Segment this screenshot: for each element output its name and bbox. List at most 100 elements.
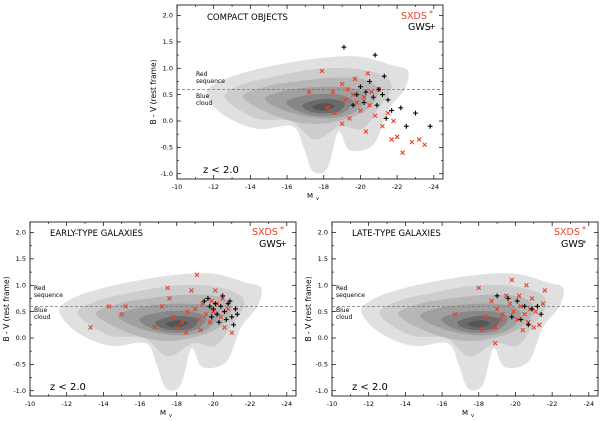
x-axis-label: M — [307, 192, 313, 200]
sxds-point — [529, 296, 535, 301]
marker-stroke — [480, 327, 485, 333]
gws-point — [354, 92, 360, 98]
gws-point — [385, 97, 391, 103]
region-label-sequence: sequence — [196, 78, 225, 85]
sxds-point — [354, 100, 360, 105]
marker-stroke — [391, 118, 396, 124]
marker-stroke — [194, 272, 200, 278]
marker-stroke — [542, 288, 548, 293]
x-axis-label: M — [462, 409, 468, 417]
marker-stroke — [422, 142, 428, 148]
gws-point — [389, 108, 395, 113]
y-tick-label: 1.5 — [16, 255, 26, 263]
gws-point — [538, 311, 544, 317]
sxds-point — [325, 105, 330, 111]
sxds-point — [363, 129, 369, 134]
sxds-point — [203, 311, 209, 317]
x-tick-label: -12 — [363, 400, 374, 408]
marker-stroke — [106, 303, 112, 309]
marker-stroke — [365, 71, 371, 76]
x-tick-label: -14 — [400, 400, 411, 408]
panel-early-type-galaxies: -10 -12 -14 -16 -18 -20 -22 -24 -1.0 -0.5 0.0 0.5 1.… — [2, 221, 297, 419]
gws-point — [380, 92, 385, 98]
sxds-point — [183, 330, 189, 336]
marker-stroke — [518, 303, 524, 309]
legend-gws-label: GWS — [408, 22, 431, 33]
marker-stroke — [358, 108, 363, 113]
sxds-point — [218, 314, 224, 320]
x-axis-label-subscript: v — [169, 413, 172, 419]
sxds-point — [511, 309, 517, 315]
region-label-red: Red — [196, 71, 208, 78]
gws-point — [374, 102, 380, 108]
sxds-point — [152, 325, 158, 330]
sxds-point — [306, 89, 312, 95]
sxds-point — [522, 311, 528, 317]
marker-stroke — [531, 325, 537, 330]
legend-gws-marker: + — [280, 239, 287, 248]
x-tick-label: -24 — [282, 400, 293, 408]
region-label-red: Red — [34, 285, 46, 292]
sxds-point — [222, 325, 227, 330]
gws-point — [211, 306, 216, 312]
marker-stroke — [211, 309, 216, 315]
marker-stroke — [330, 89, 336, 95]
gws-point — [529, 306, 535, 312]
gws-point — [403, 123, 409, 129]
marker-stroke — [511, 309, 517, 315]
gws-point — [381, 73, 387, 79]
marker-stroke — [183, 330, 189, 336]
legend-gws-label: GWS — [561, 239, 584, 250]
panel-title: LATE-TYPE GALAXIES — [352, 229, 441, 239]
sxds-point — [185, 309, 191, 315]
sxds-point — [170, 314, 176, 320]
marker-stroke — [400, 150, 406, 156]
sxds-point — [209, 298, 215, 304]
legend-gws-label: GWS — [259, 239, 282, 250]
gws-point — [367, 79, 373, 84]
sxds-point — [409, 139, 415, 145]
density-contours — [361, 273, 564, 391]
sxds-point — [494, 306, 500, 312]
marker-stroke — [529, 296, 535, 301]
x-tick-label: -22 — [392, 183, 403, 191]
sxds-point — [483, 314, 489, 320]
legend-sxds-marker: * — [429, 9, 433, 18]
marker-stroke — [507, 301, 513, 307]
marker-stroke — [319, 68, 325, 74]
redshift-label: z < 2.0 — [352, 382, 388, 393]
gws-point — [427, 123, 433, 129]
axes: -10 -12 -14 -16 -18 -20 -22 -24 -1.0 -0.5 0.0 0.5 1.… — [160, 4, 444, 191]
marker-stroke — [229, 330, 235, 336]
marker-stroke — [218, 314, 224, 320]
marker-stroke — [196, 317, 202, 322]
sxds-point — [500, 311, 505, 317]
region-label-cloud: cloud — [34, 314, 50, 321]
sxds-point — [498, 317, 504, 322]
sxds-point — [391, 118, 396, 124]
sxds-point — [369, 89, 374, 95]
sxds-point — [520, 327, 526, 333]
sxds-point — [106, 303, 112, 309]
sxds-point — [492, 340, 498, 346]
sxds-point — [225, 306, 231, 312]
legend-sxds-label: SXDS — [554, 227, 580, 238]
marker-stroke — [332, 110, 338, 116]
y-tick-label: 0.5 — [318, 308, 328, 316]
sxds-point — [220, 296, 226, 301]
marker-stroke — [385, 110, 391, 116]
sxds-point — [533, 309, 539, 315]
sxds-point — [196, 317, 202, 322]
region-label-blue: Blue — [196, 93, 210, 100]
marker-stroke — [540, 301, 546, 307]
marker-stroke — [174, 325, 180, 330]
sxds-point — [207, 319, 213, 325]
region-label-blue: Blue — [336, 307, 350, 314]
gws-point — [341, 44, 347, 50]
sxds-point — [540, 301, 546, 307]
gws-point — [222, 309, 227, 315]
x-axis-label-subscript: v — [316, 196, 319, 202]
sxds-point — [389, 137, 395, 142]
sxds-point — [350, 92, 356, 98]
sxds-point — [514, 317, 520, 322]
